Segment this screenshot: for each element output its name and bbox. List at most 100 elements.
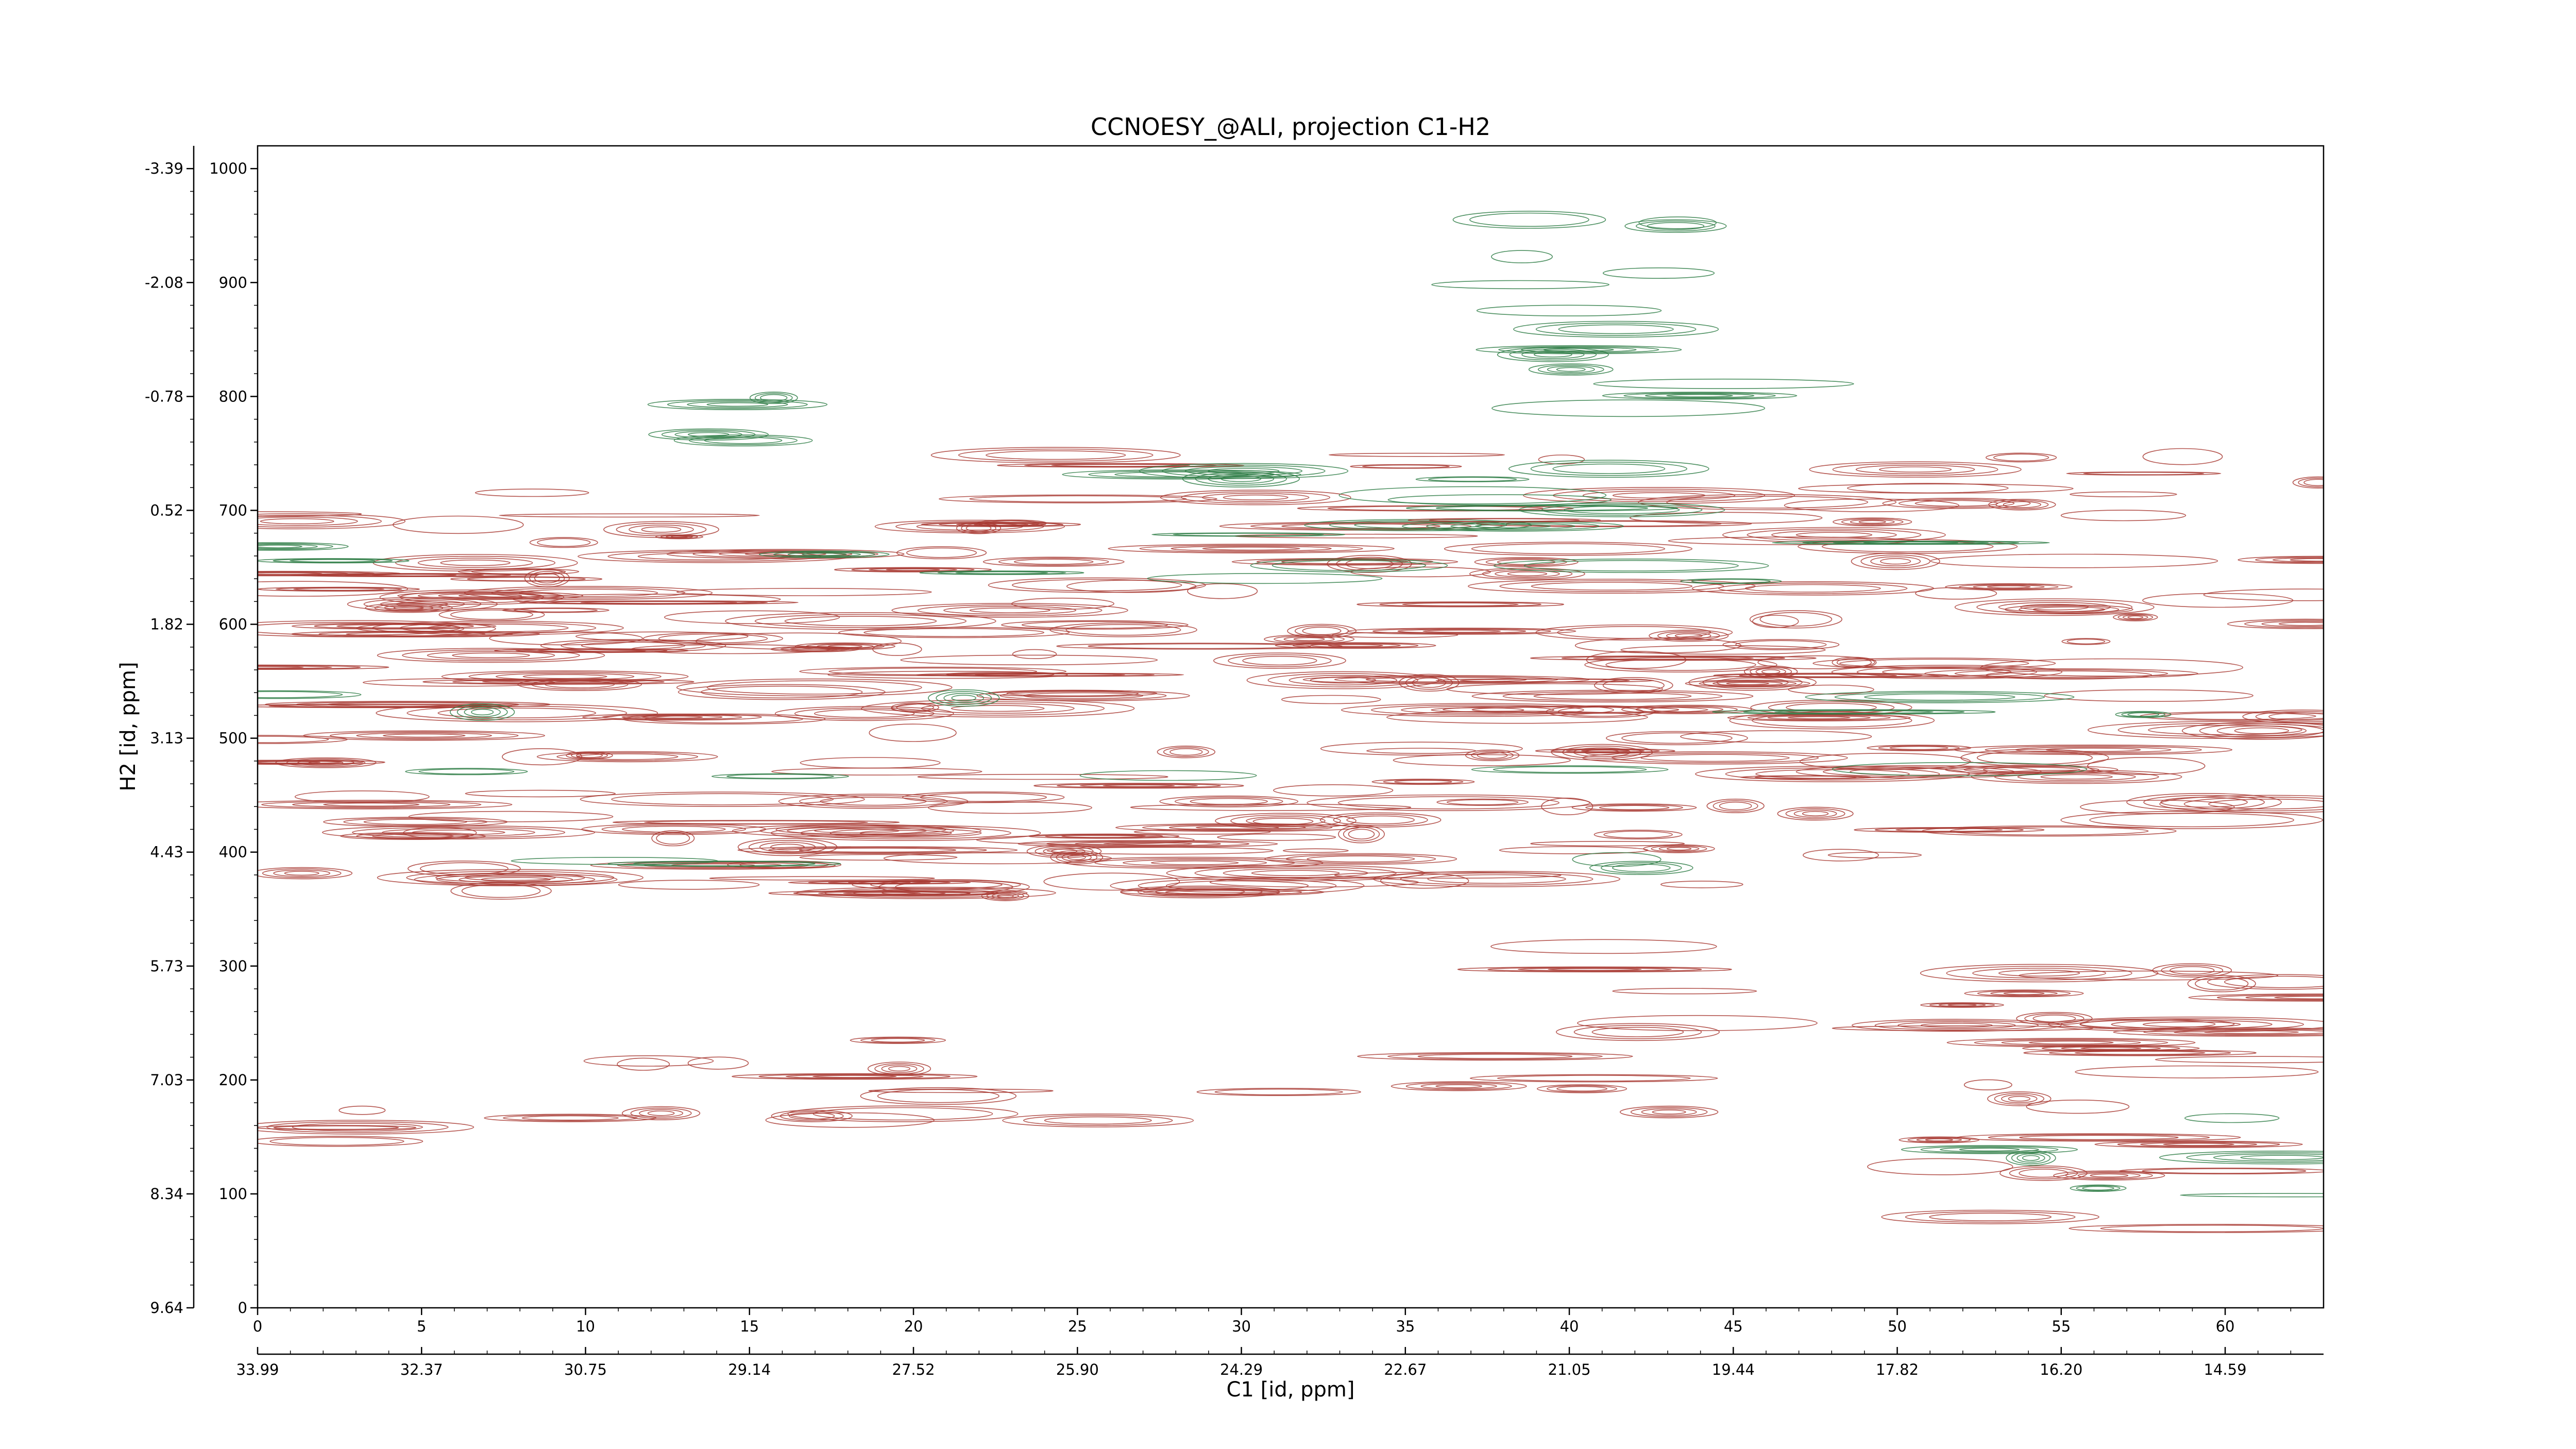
contour-negative <box>2016 1153 2045 1163</box>
contour-positive <box>2018 970 2279 981</box>
contour-positive <box>787 1105 1019 1122</box>
contour-positive <box>2155 1056 2324 1064</box>
contour-positive <box>2127 615 2144 619</box>
contour-positive <box>1289 675 1397 686</box>
contour-negative <box>1940 1147 2040 1153</box>
contour-positive <box>376 703 658 722</box>
contour-positive <box>1752 615 1799 628</box>
contour-positive <box>1373 871 1621 887</box>
x-ppm-tick-label: 22.67 <box>1384 1361 1427 1378</box>
contour-negative <box>1602 267 1715 279</box>
contour-positive <box>2161 712 2316 720</box>
contour-negative <box>647 399 828 410</box>
contour-negative <box>1959 1148 2020 1152</box>
contour-positive <box>827 645 863 648</box>
contour-negative <box>1520 347 1637 352</box>
contour-positive <box>758 1073 951 1080</box>
contour-positive <box>1582 490 1736 500</box>
contour-positive <box>771 1109 853 1122</box>
contour-positive <box>639 1109 684 1118</box>
contour-positive <box>2261 620 2324 627</box>
contour-positive <box>1599 805 1670 810</box>
contour-positive <box>664 610 840 625</box>
contour-positive <box>258 664 389 670</box>
x-ppm-tick-label: 24.29 <box>1220 1361 1263 1378</box>
contour-positive <box>1833 517 1912 527</box>
contour-positive <box>338 1105 386 1115</box>
contour-positive <box>1405 1082 1512 1090</box>
contour-positive <box>393 605 424 610</box>
contour-negative <box>1523 560 1739 571</box>
contour-positive <box>1726 682 1770 685</box>
contour-positive <box>356 624 461 633</box>
contour-positive <box>2019 1169 2069 1178</box>
contour-negative <box>2115 711 2172 718</box>
contour-positive <box>1897 1021 2016 1029</box>
contour-negative <box>1552 463 1666 474</box>
contour-positive <box>737 846 1018 854</box>
contour-positive <box>1787 716 1851 719</box>
contour-positive <box>1988 1134 2210 1141</box>
contour-positive <box>896 546 987 560</box>
contour-positive <box>860 1087 1017 1105</box>
contour-positive <box>2016 1012 2093 1025</box>
contour-positive <box>1370 704 1584 716</box>
contour-positive <box>1755 668 1786 676</box>
contour-positive <box>1916 1138 1962 1142</box>
contour-positive <box>1584 657 1777 673</box>
contour-positive <box>1777 806 1854 821</box>
contour-negative <box>1518 502 1725 517</box>
contour-positive <box>2113 1027 2324 1037</box>
contour-positive <box>1856 666 2037 678</box>
contour-positive <box>817 644 874 649</box>
contour-negative <box>943 693 984 703</box>
contour-positive <box>537 649 647 652</box>
contour-positive <box>438 608 545 621</box>
contour-positive <box>1573 747 1631 757</box>
contour-positive <box>1045 834 1163 838</box>
contour-positive <box>1855 464 1975 475</box>
contour-positive <box>1831 665 2062 679</box>
contour-positive <box>2242 710 2324 724</box>
contour-positive <box>1988 499 2056 511</box>
x-ppm-tick-label: 29.14 <box>728 1361 771 1378</box>
contour-positive <box>396 601 449 607</box>
contour-positive <box>2161 965 2224 976</box>
contour-negative <box>955 571 1048 575</box>
contour-negative <box>1743 710 1965 714</box>
contour-positive <box>1945 583 2073 591</box>
x-ppm-tick-label: 32.37 <box>400 1361 443 1378</box>
contour-negative <box>1415 476 1530 482</box>
contour-positive <box>1013 559 1094 565</box>
contour-positive <box>1722 527 1946 543</box>
y-ppm-tick-label: 1.82 <box>150 616 183 633</box>
contour-positive <box>1319 812 1442 828</box>
contour-positive <box>1499 846 1649 854</box>
y-tick-label: 300 <box>219 957 247 975</box>
contour-positive <box>1417 1054 1573 1059</box>
contour-positive <box>951 705 1045 712</box>
contour-positive <box>395 555 556 570</box>
contour-positive <box>521 1115 619 1121</box>
contour-positive <box>1328 644 1383 647</box>
contour-positive <box>461 884 541 898</box>
contour-positive <box>1333 814 1428 826</box>
contour-negative <box>1920 1145 2059 1153</box>
contour-positive <box>1980 658 2243 677</box>
contour-negative <box>2213 1153 2324 1162</box>
contour-positive <box>820 797 927 806</box>
contour-positive <box>737 838 838 856</box>
contour-positive <box>799 854 958 861</box>
contour-positive <box>1874 828 2024 833</box>
contour-negative <box>1469 212 1589 227</box>
contour-positive <box>784 616 937 627</box>
y-tick-label: 900 <box>219 274 247 291</box>
contour-positive <box>1123 859 1267 867</box>
contour-negative <box>1593 378 1854 389</box>
contour-positive <box>956 522 1002 534</box>
contour-positive <box>2140 1142 2258 1147</box>
contour-positive <box>1337 796 1560 810</box>
contour-positive <box>676 588 932 596</box>
contour-positive <box>514 608 598 613</box>
contour-positive <box>1688 674 1817 691</box>
